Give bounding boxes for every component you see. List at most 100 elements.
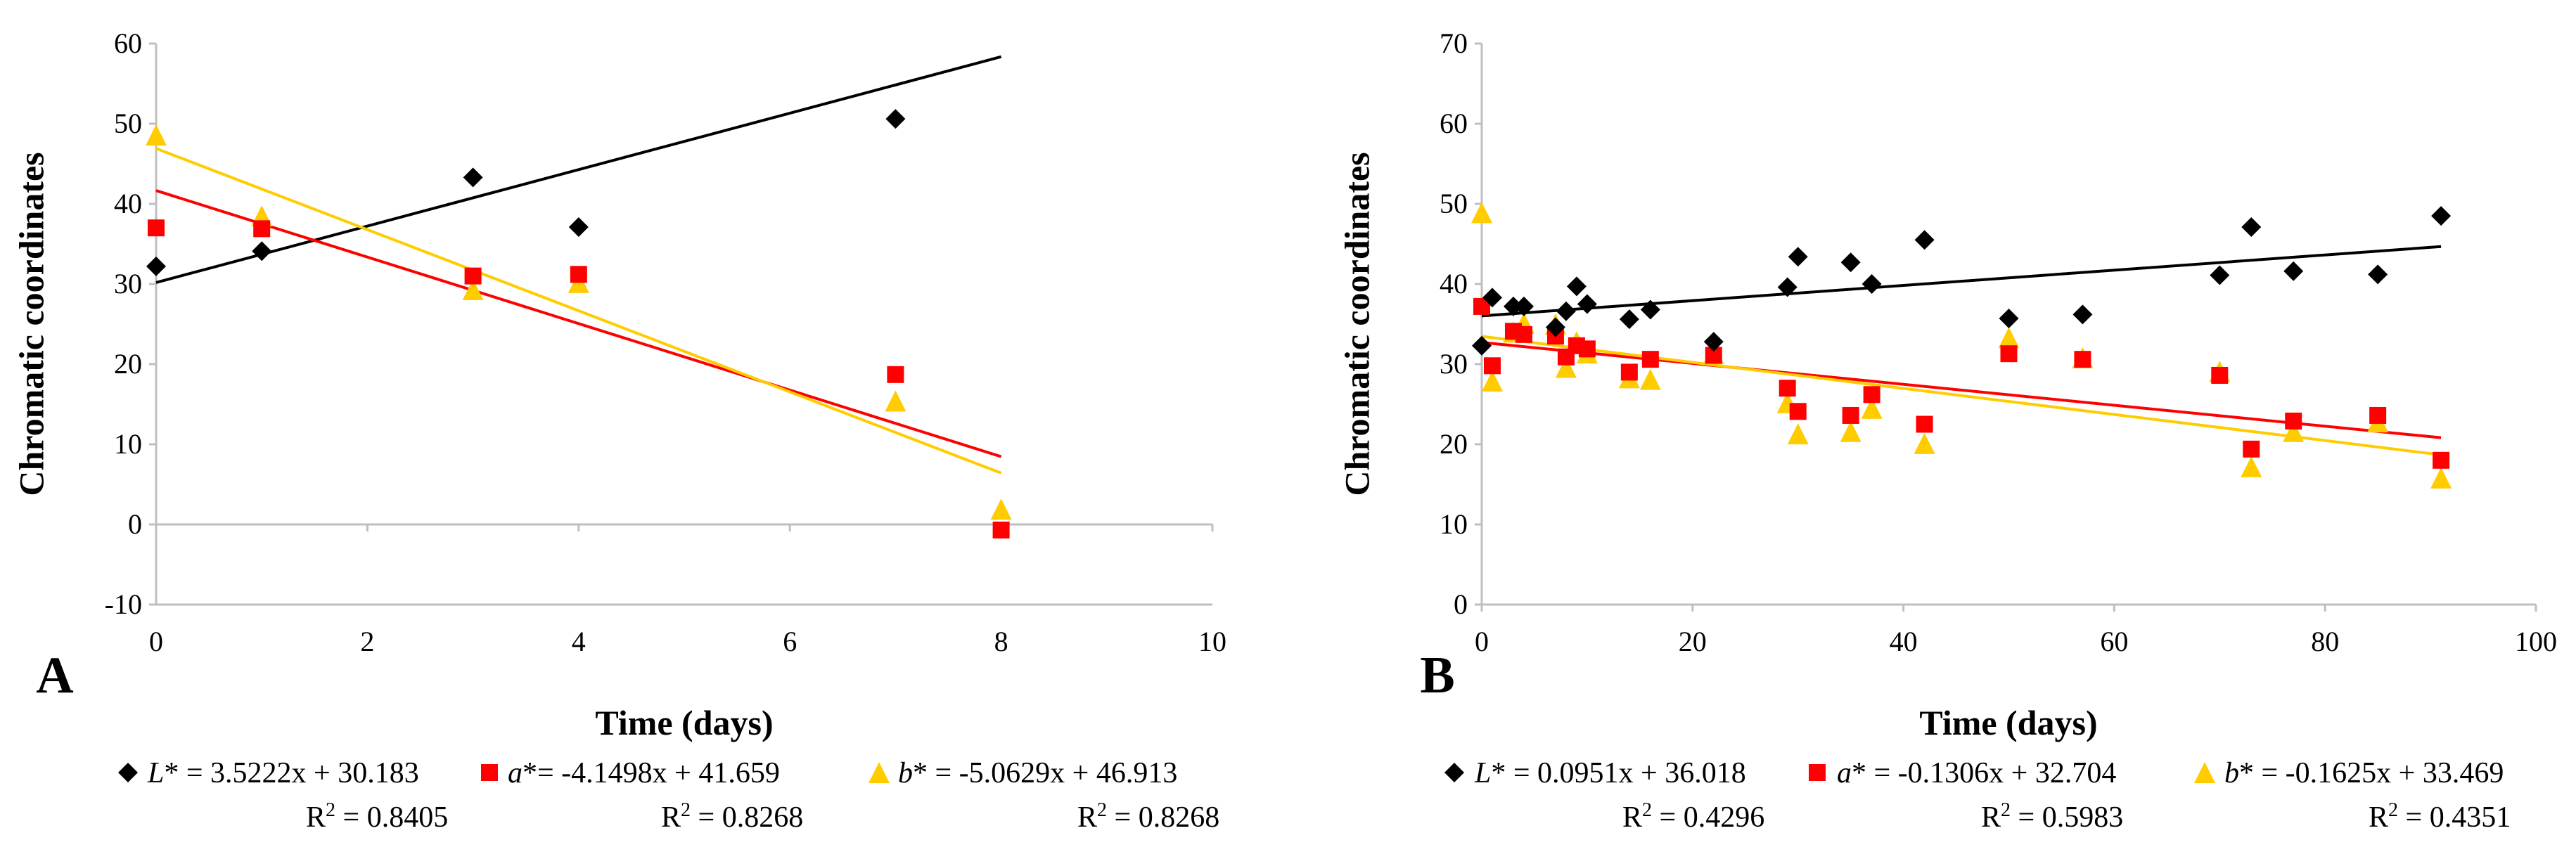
data-point-b <box>1998 327 2020 349</box>
x-axis-label: Time (days) <box>1919 703 2097 742</box>
trendline-a <box>1481 341 2442 439</box>
trendline-a <box>155 189 1002 458</box>
data-point-a <box>1842 406 1859 424</box>
legend-marker-a <box>1809 764 1826 781</box>
data-point-a <box>1705 347 1722 364</box>
legend-equation: a*= -4.1498x + 41.659 <box>508 757 780 789</box>
data-point-L <box>2368 264 2388 285</box>
x-tick-label: 100 <box>2515 626 2557 657</box>
data-point-a <box>1789 403 1807 420</box>
data-point-L <box>885 109 906 129</box>
data-point-b <box>1861 397 1883 419</box>
legend-equation: b* = -5.0629x + 46.913 <box>898 757 1177 789</box>
data-point-b <box>1787 423 1809 445</box>
y-tick-label: 60 <box>114 27 142 59</box>
y-tick-label: 30 <box>114 268 142 299</box>
data-point-b <box>1481 370 1503 392</box>
legend-equation: b* = -0.1625x + 33.469 <box>2224 757 2504 789</box>
data-point-a <box>253 220 271 238</box>
data-point-a <box>2074 351 2091 368</box>
data-point-b <box>1840 420 1861 442</box>
y-tick-label: 40 <box>1440 268 1468 299</box>
x-tick-label: 0 <box>1475 626 1489 657</box>
r-squared-label: R2 = 0.8268 <box>661 799 803 834</box>
y-axis-label: Chromatic coordinates <box>1337 152 1376 496</box>
data-point-a <box>570 266 587 283</box>
data-point-L <box>2431 206 2452 226</box>
legend-marker-b <box>2194 762 2215 783</box>
trendline-b <box>155 147 1002 475</box>
x-tick-label: 40 <box>1890 626 1918 657</box>
data-point-b <box>2430 467 2452 489</box>
data-point-L <box>1472 335 1492 356</box>
data-point-L <box>1788 247 1808 267</box>
data-point-b <box>885 390 906 412</box>
data-point-L <box>1640 299 1660 320</box>
data-point-b <box>990 498 1012 520</box>
data-point-L <box>252 241 272 262</box>
data-point-L <box>1482 288 1502 308</box>
x-tick-label: 60 <box>2100 626 2128 657</box>
data-point-L <box>2241 217 2262 238</box>
data-point-a <box>1863 386 1880 404</box>
data-point-a <box>1620 363 1638 381</box>
data-point-L <box>1703 332 1724 352</box>
trendline-L <box>1481 245 2442 318</box>
data-point-L <box>2072 304 2093 325</box>
data-point-L <box>1861 274 1882 294</box>
y-tick-label: 20 <box>114 348 142 380</box>
data-point-a <box>2243 440 2260 458</box>
y-tick-label: 10 <box>114 428 142 460</box>
data-point-L <box>2283 261 2304 281</box>
data-point-a <box>2433 451 2450 469</box>
data-point-L <box>2210 265 2230 285</box>
y-tick-label: 50 <box>114 108 142 139</box>
data-point-L <box>1566 276 1587 297</box>
data-point-a <box>1779 380 1796 397</box>
data-point-L <box>463 167 483 188</box>
data-point-b <box>146 124 167 146</box>
data-point-a <box>1641 351 1659 368</box>
x-tick-label: 6 <box>783 626 797 657</box>
data-point-L <box>1513 296 1534 316</box>
data-point-L <box>146 256 166 276</box>
data-point-a <box>887 366 904 383</box>
data-point-L <box>568 217 589 238</box>
y-axis-label: Chromatic coordinates <box>11 152 51 496</box>
data-point-a <box>992 521 1010 538</box>
data-point-L <box>1577 294 1597 314</box>
data-point-L <box>1503 296 1523 316</box>
x-tick-label: 10 <box>1198 626 1226 657</box>
data-point-L <box>1556 301 1576 321</box>
x-tick-label: 80 <box>2311 626 2339 657</box>
legend-equation: L* = 3.5222x + 30.183 <box>147 757 419 789</box>
x-axis-label: Time (days) <box>595 703 773 742</box>
data-point-a <box>1916 415 1933 433</box>
data-point-a <box>464 267 482 285</box>
legend-marker-b <box>869 762 890 783</box>
legend-marker-a <box>481 764 498 781</box>
legend-marker-L <box>118 763 138 782</box>
y-tick-label: 0 <box>1454 588 1468 620</box>
panel-label: A <box>36 647 73 704</box>
r-squared-label: R2 = 0.4351 <box>2369 799 2511 834</box>
data-point-b <box>462 278 484 300</box>
chart-panel-b: 0 10 20 30 40 50 60 70 0 20 40 60 80 100 Chromatic coo… <box>1337 27 2557 834</box>
data-point-L <box>1914 230 1935 250</box>
data-point-L <box>1840 252 1861 273</box>
r-squared-label: R2 = 0.5983 <box>1981 799 2123 834</box>
legend-marker-L <box>1444 763 1464 782</box>
r-squared-label: R2 = 0.8268 <box>1077 799 1219 834</box>
trendline-L <box>155 55 1002 284</box>
data-point-a <box>1578 340 1596 358</box>
y-tick-label: 20 <box>1440 428 1468 460</box>
data-point-L <box>1545 317 1565 337</box>
y-tick-label: 10 <box>1440 508 1468 540</box>
y-tick-label: 70 <box>1440 27 1468 59</box>
x-tick-label: 0 <box>149 626 163 657</box>
data-point-b <box>1914 432 1935 454</box>
data-point-b <box>2283 420 2305 442</box>
data-point-b <box>1555 356 1577 378</box>
panel-label: B <box>1420 647 1454 704</box>
